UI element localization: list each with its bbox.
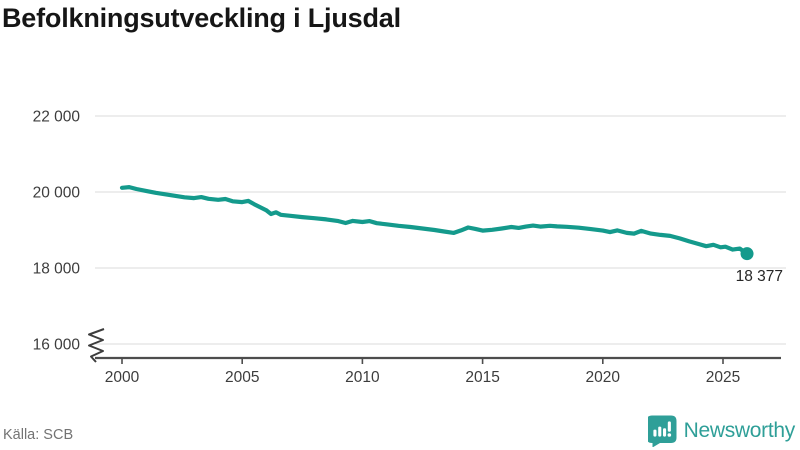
x-tick-label: 2025: [706, 369, 740, 386]
newsworthy-logo: Newsworthy: [647, 414, 796, 448]
end-point-marker: [740, 247, 754, 261]
y-tick-label: 20 000: [33, 185, 81, 202]
x-tick-label: 2000: [105, 369, 140, 386]
y-tick-label: 18 000: [33, 261, 81, 278]
y-tick-label: 16 000: [33, 337, 81, 354]
newsworthy-wordmark: Newsworthy: [683, 419, 796, 442]
newsworthy-icon: [647, 415, 677, 447]
population-line: [119, 185, 750, 256]
x-tick-label: 2015: [465, 369, 499, 386]
x-tick-label: 2010: [345, 369, 380, 386]
axis-break-icon: [88, 328, 105, 363]
end-value-label: 18 377: [736, 268, 783, 285]
x-tick-label: 2005: [225, 369, 259, 386]
source-label: Källa: SCB: [3, 427, 74, 443]
y-tick-label: 22 000: [33, 109, 81, 126]
chart-title: Befolkningsutveckling i Ljusdal: [2, 3, 401, 33]
x-tick-label: 2020: [586, 369, 621, 386]
